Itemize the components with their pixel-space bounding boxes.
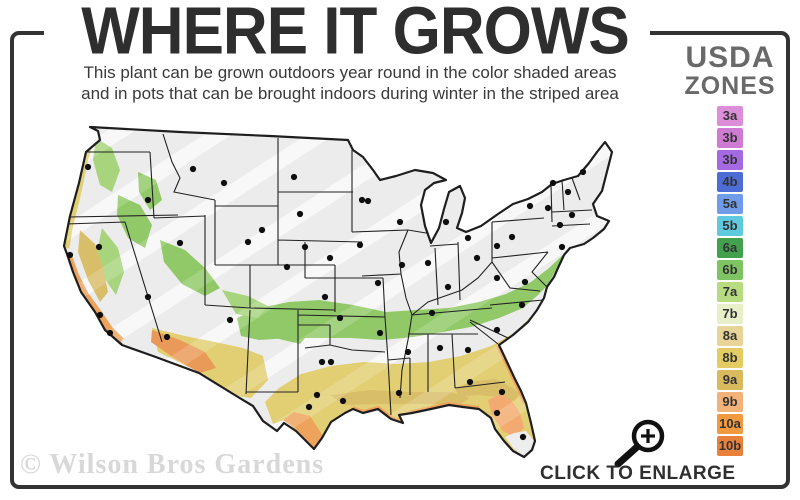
zone-chip: 9a [717,370,743,390]
state-borders [65,133,593,416]
city-dot [258,226,266,234]
city-dot [556,221,564,229]
city-dot [95,243,103,251]
city-dot [526,202,534,210]
city-dot [518,301,526,309]
city-dot [364,197,372,205]
city-dot [519,433,527,441]
city-dot [318,358,326,366]
city-dot [564,188,572,196]
city-dot [189,165,197,173]
zone-chip: 3b [717,128,743,148]
city-dot [376,329,384,337]
zone-chip: 6b [717,260,743,280]
city-dot [327,358,335,366]
city-dot [395,389,403,397]
city-dot [436,344,444,352]
subtitle-line-2: and in pots that can be brought indoors … [81,84,619,103]
zone-chip: 10b [717,436,743,456]
city-dot [313,391,321,399]
city-dot [404,348,412,356]
zone-chip: 6a [717,238,743,258]
zone-shading [64,127,612,457]
city-dot [66,251,74,259]
city-dot [356,241,364,249]
city-dot [498,388,506,396]
city-dot [428,309,436,317]
zone-chip: 5b [717,216,743,236]
city-dot [296,210,304,218]
page-title: WHERE IT GROWS [81,0,629,69]
subtitle: This plant can be grown outdoors year ro… [40,62,660,104]
city-dot [521,278,529,286]
city-dot [568,211,576,219]
magnifier-icon[interactable] [614,419,665,468]
city-dot [549,179,557,187]
city-dot [442,218,450,226]
zone-chip: 8b [717,348,743,368]
city-dot [508,233,516,241]
city-dot [558,243,566,251]
city-dot [326,254,334,262]
city-dot [466,378,474,386]
city-dot [358,196,366,204]
click-to-enlarge-label[interactable]: CLICK TO ENLARGE [540,463,736,484]
city-dot [396,218,404,226]
city-dot [444,283,452,291]
title-mask [44,25,650,40]
city-dot [163,333,171,341]
city-dot [244,238,252,246]
city-dot [493,242,501,250]
city-dot [339,397,347,405]
city-dot [544,204,552,212]
city-dot [398,261,406,269]
city-dot [226,316,234,324]
city-dot [493,409,501,417]
zone-chip: 8a [717,326,743,346]
zone-chip: 10a [717,414,743,434]
city-dot [464,346,472,354]
zone-chip: 4b [717,172,743,192]
city-dot [283,263,291,271]
zone-list: 3a 3b 3b 4b 5a 5b 6a 6b 7a 7b 8a 8b 9a 9b 10a 10b [682,106,778,456]
city-dot [336,314,344,322]
city-dot [96,311,104,319]
city-dot [290,173,298,181]
city-dot [144,293,152,301]
zone-chip: 3b [717,150,743,170]
city-dot [424,259,432,267]
city-dot [301,243,309,251]
city-dot [84,163,92,171]
legend-title-usda: USDA [685,41,775,74]
city-dot [493,274,501,282]
zone-chip: 7a [717,282,743,302]
subtitle-line-1: This plant can be grown outdoors year ro… [83,63,617,82]
legend-title-zones: ZONES [684,72,776,100]
city-dot [493,326,501,334]
city-dot [106,329,114,337]
city-dot [464,234,472,242]
city-dot [176,239,184,247]
city-dot [579,168,587,176]
city-dot [473,254,481,262]
city-dot [374,279,382,287]
zone-chip: 7b [717,304,743,324]
zone-chip: 9b [717,392,743,412]
zone-chip: 5a [717,194,743,214]
city-dot [321,293,329,301]
usda-zones-legend: USDA ZONES 3a 3b 3b 4b 5a 5b 6a 6b 7a 7b 8a 8b 9a 9b 1… [682,42,778,458]
watermark: © Wilson Bros Gardens [20,449,325,480]
city-dot [220,179,228,187]
city-dot [144,196,152,204]
zone-chip: 3a [717,106,743,126]
city-dot [305,403,313,411]
city-dots [66,163,587,441]
